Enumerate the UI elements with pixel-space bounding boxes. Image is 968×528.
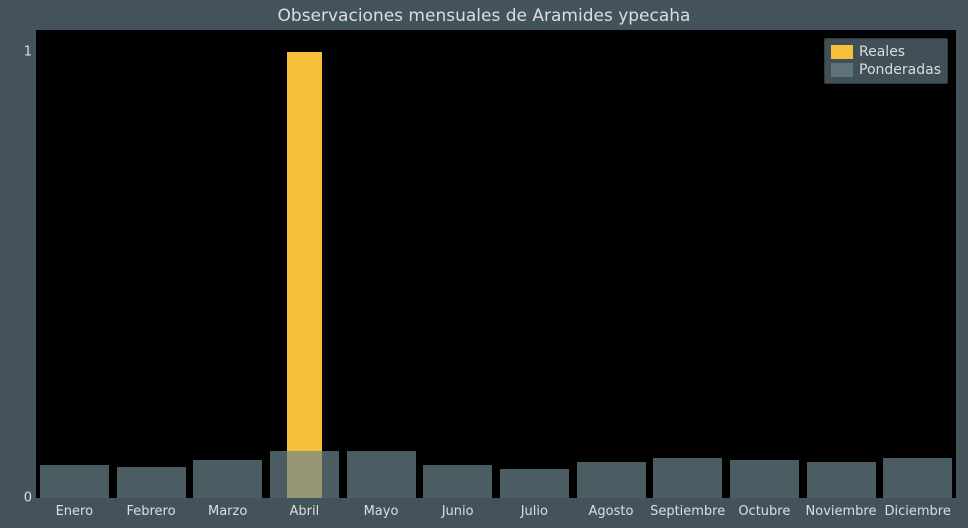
x-tick-label: Noviembre xyxy=(806,504,877,519)
bar xyxy=(883,458,952,498)
legend: Reales Ponderadas xyxy=(824,38,948,84)
y-tick-label: 1 xyxy=(8,45,32,60)
bar xyxy=(193,460,262,498)
y-tick-label: 0 xyxy=(8,491,32,506)
legend-item-ponderadas: Ponderadas xyxy=(831,61,941,79)
bar xyxy=(653,458,722,498)
bar xyxy=(117,467,186,498)
bar xyxy=(347,451,416,498)
x-tick-label: Mayo xyxy=(364,504,399,519)
bar xyxy=(577,462,646,498)
x-tick-label: Febrero xyxy=(126,504,175,519)
plot-area xyxy=(36,30,956,498)
x-tick-label: Julio xyxy=(521,504,548,519)
bar xyxy=(807,462,876,498)
axes: Reales Ponderadas 01EneroFebreroMarzoAbr… xyxy=(36,30,956,498)
legend-swatch-reales xyxy=(831,45,853,59)
legend-swatch-ponderadas xyxy=(831,63,853,77)
legend-label-ponderadas: Ponderadas xyxy=(859,61,941,79)
legend-label-reales: Reales xyxy=(859,43,905,61)
x-tick-label: Diciembre xyxy=(884,504,950,519)
bar xyxy=(423,465,492,498)
chart-title: Observaciones mensuales de Aramides ypec… xyxy=(0,6,968,26)
x-tick-label: Septiembre xyxy=(650,504,725,519)
bar xyxy=(270,451,339,498)
x-tick-label: Abril xyxy=(289,504,319,519)
bar xyxy=(40,465,109,498)
x-tick-label: Junio xyxy=(442,504,474,519)
legend-item-reales: Reales xyxy=(831,43,941,61)
bar xyxy=(287,52,322,498)
x-tick-label: Octubre xyxy=(738,504,790,519)
x-tick-label: Agosto xyxy=(589,504,634,519)
figure: Observaciones mensuales de Aramides ypec… xyxy=(0,0,968,528)
bar xyxy=(500,469,569,498)
x-tick-label: Enero xyxy=(56,504,93,519)
x-tick-label: Marzo xyxy=(208,504,247,519)
bar xyxy=(730,460,799,498)
